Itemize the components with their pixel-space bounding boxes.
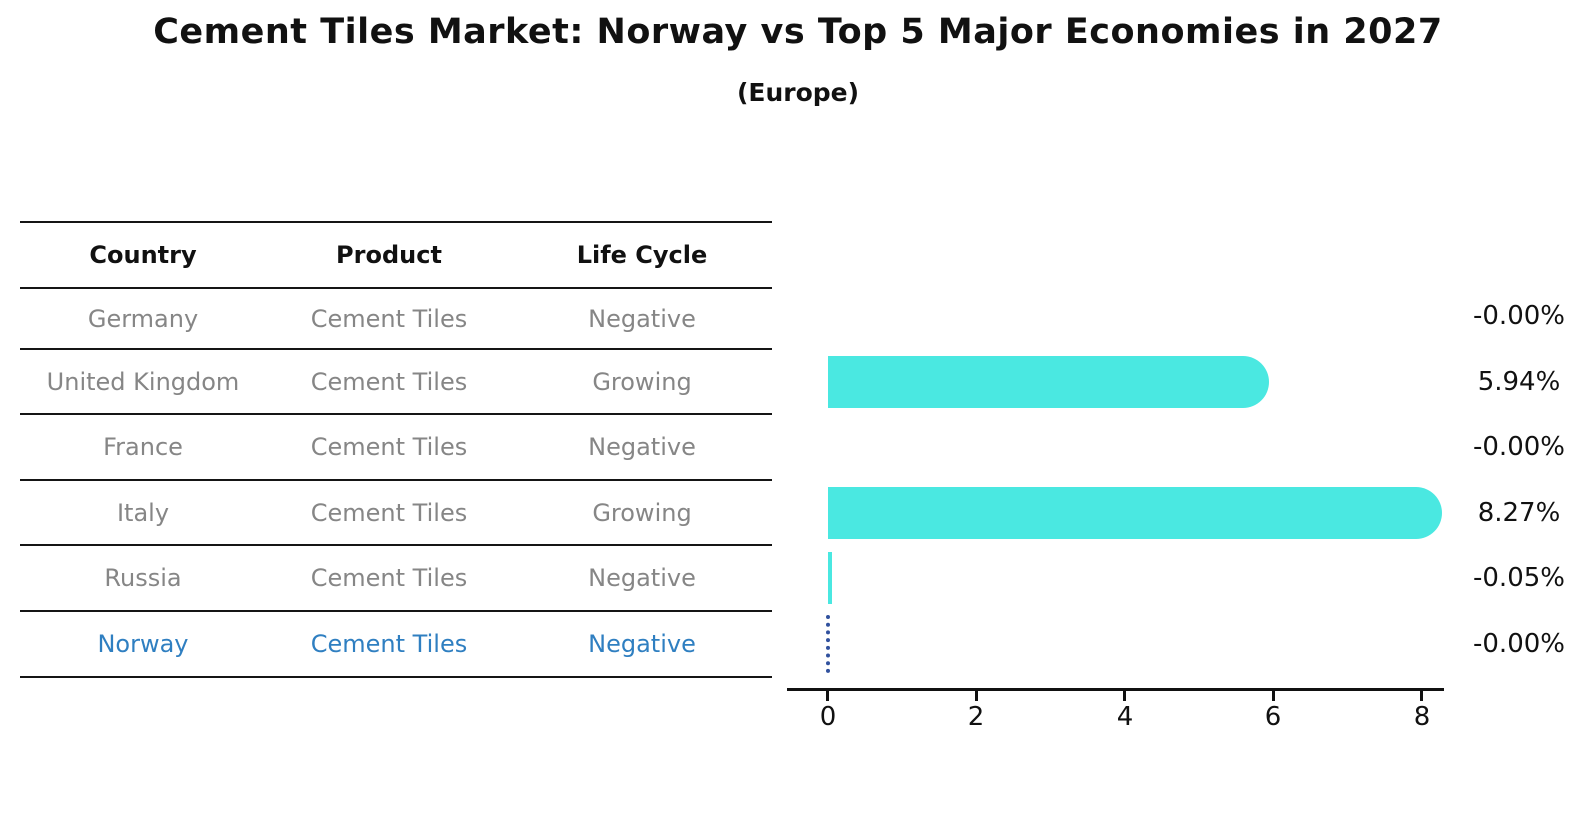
x-tick: [826, 690, 829, 701]
table-row-russia: Russia Cement Tiles Negative: [20, 546, 772, 610]
table-rule: [20, 479, 772, 481]
x-tick-label: 0: [819, 702, 837, 732]
table-rule: [20, 610, 772, 612]
table-row-france: France Cement Tiles Negative: [20, 415, 772, 479]
bar-russia: [828, 552, 832, 604]
x-tick: [975, 690, 978, 701]
cell-life-cycle: Negative: [588, 304, 696, 333]
table-rule: [20, 676, 772, 678]
value-label-united-kingdom: 5.94%: [1477, 367, 1561, 397]
table-row-germany: Germany Cement Tiles Negative: [20, 289, 772, 348]
cell-life-cycle: Negative: [588, 433, 696, 461]
header-cell-life-cycle: Life Cycle: [576, 241, 708, 269]
value-label-norway: -0.00%: [1473, 629, 1565, 659]
x-tick: [1272, 690, 1275, 701]
cell-country: Germany: [87, 304, 199, 333]
cell-product: Cement Tiles: [310, 433, 468, 461]
x-tick-label: 2: [967, 702, 985, 732]
table-rule: [20, 348, 772, 350]
cell-product: Cement Tiles: [310, 367, 468, 396]
cell-life-cycle: Growing: [592, 498, 692, 527]
table-rule: [20, 221, 772, 223]
value-label-germany: -0.00%: [1473, 301, 1565, 331]
value-label-france: -0.00%: [1473, 432, 1565, 462]
cell-country: France: [103, 433, 183, 461]
table-rule: [20, 544, 772, 546]
cell-country: Norway: [97, 630, 189, 658]
comparison-table: Country Product Life Cycle Germany Cemen…: [20, 221, 772, 679]
cell-country: Russia: [104, 564, 182, 592]
cell-product: Cement Tiles: [310, 304, 468, 333]
table-rule: [20, 287, 772, 289]
cell-product: Cement Tiles: [310, 498, 468, 527]
x-tick-label: 4: [1116, 702, 1134, 732]
x-tick: [1420, 690, 1423, 701]
table-row-norway-highlighted: Norway Cement Tiles Negative: [20, 612, 772, 676]
cell-life-cycle: Negative: [588, 564, 696, 592]
table-rule: [20, 413, 772, 415]
cell-life-cycle: Negative: [588, 630, 696, 658]
chart-subtitle: (Europe): [736, 78, 860, 107]
x-tick-label: 8: [1413, 702, 1431, 732]
x-axis-line: [787, 688, 1444, 691]
cell-product: Cement Tiles: [310, 630, 468, 658]
cell-life-cycle: Growing: [592, 367, 692, 396]
value-label-russia: -0.05%: [1473, 563, 1565, 593]
table-row-italy: Italy Cement Tiles Growing: [20, 481, 772, 544]
norway-marker-line: [826, 615, 830, 673]
cell-country: Italy: [116, 498, 170, 527]
bar-italy: [828, 487, 1442, 539]
x-tick-label: 6: [1264, 702, 1282, 732]
cell-product: Cement Tiles: [310, 564, 468, 592]
header-cell-product: Product: [336, 241, 442, 269]
table-header-row: Country Product Life Cycle: [20, 223, 772, 287]
header-cell-country: Country: [89, 241, 197, 269]
cell-country: United Kingdom: [46, 367, 240, 396]
chart-title: Cement Tiles Market: Norway vs Top 5 Maj…: [153, 12, 1443, 52]
bar-united-kingdom: [828, 356, 1269, 408]
value-label-italy: 8.27%: [1477, 498, 1561, 528]
table-row-united-kingdom: United Kingdom Cement Tiles Growing: [20, 350, 772, 413]
x-tick: [1123, 690, 1126, 701]
